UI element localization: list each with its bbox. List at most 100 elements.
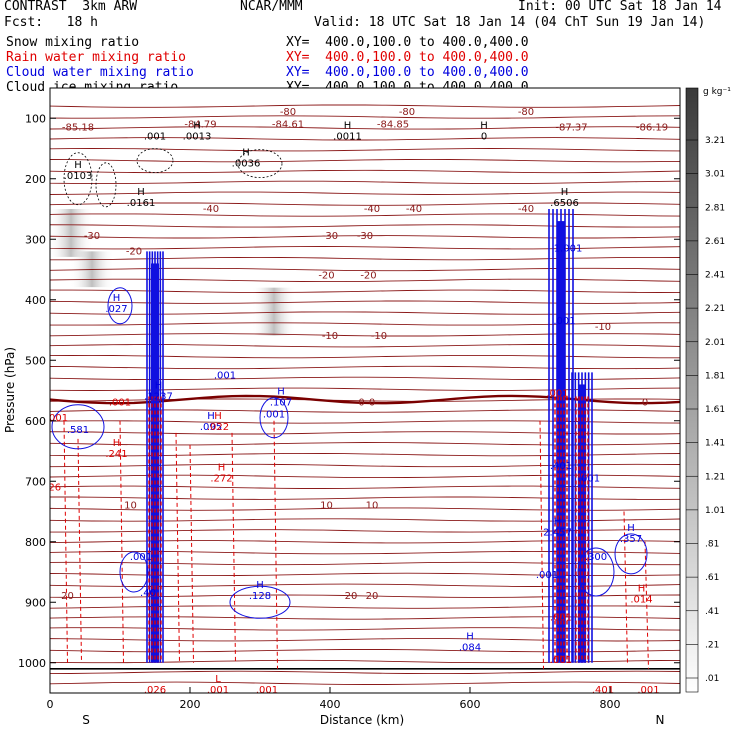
colorbar (685, 87, 699, 693)
cloud-water-extremum-marker: H (554, 517, 562, 528)
temperature-label: 20 (345, 591, 358, 602)
snow-value-label: .0036 (232, 159, 261, 170)
temperature-contour (50, 256, 680, 261)
rain-value-label: .001 (550, 655, 572, 666)
temperature-label: -86.19 (636, 122, 668, 133)
cloud-water-extremum-marker: H (627, 523, 635, 534)
temperature-label: -20 (126, 246, 142, 257)
colorbar-tick-label: 1.81 (705, 371, 725, 381)
cloud-water-value-label: .300 (585, 552, 607, 563)
cloud-water-value-label: .027 (105, 304, 127, 315)
cloud-water-value-label: .001 (553, 316, 575, 327)
temperature-label: -40 (518, 204, 534, 215)
x-tick-label: 200 (180, 698, 201, 711)
temperature-label: -87.37 (555, 122, 587, 133)
colorbar-tick-label: 1.01 (705, 506, 725, 516)
right-endpoint-label: N (656, 713, 665, 727)
cloud-water-value-label: .095 (200, 422, 222, 433)
colorbar-tick-label: 1.21 (705, 472, 725, 482)
cloud-water-contour (229, 585, 291, 619)
temperature-contour (50, 311, 680, 315)
temperature-contour (50, 289, 680, 293)
y-tick-label: 600 (25, 415, 46, 428)
colorbar-tick-label: 1.41 (705, 439, 725, 449)
colorbar-tick-label: .41 (705, 607, 719, 617)
temperature-label: -30 (322, 231, 338, 242)
temperature-contour (50, 148, 680, 152)
colorbar-tick-label: 3.21 (705, 136, 725, 146)
temperature-label: -84.85 (377, 119, 409, 130)
forecast-hour: Fcst: 18 h (4, 15, 98, 30)
y-tick-label: 700 (25, 475, 46, 488)
cloud-water-value-label: .084 (459, 643, 481, 654)
rain-value-label: .241 (105, 449, 127, 460)
cloud-water-value-label: .357 (620, 534, 642, 545)
rain-value-label: .026 (144, 685, 166, 696)
rain-value-label: .001 (46, 413, 68, 424)
temperature-label: -20 (318, 271, 334, 282)
temperature-contour (50, 191, 680, 195)
rain-extremum-marker: H (113, 438, 121, 449)
rain-shaft-contour (623, 511, 628, 663)
snow-extremum-marker: H (74, 160, 82, 171)
rain-shaft-contour (273, 420, 278, 669)
rain-extremum-marker: H (638, 583, 646, 594)
temperature-label: 10 (366, 500, 379, 511)
cloud-water-extremum-marker: H (207, 411, 215, 422)
temperature-label: 0 (358, 398, 364, 409)
temperature-contour (50, 235, 680, 239)
rain-value-label: .001 (637, 685, 659, 696)
rain-shaft-contour (77, 438, 82, 663)
left-endpoint-label: S (82, 713, 90, 727)
y-tick-label: 400 (25, 294, 46, 307)
temperature-contour (50, 681, 680, 685)
cloud-water-value-label: .401 (550, 461, 572, 472)
rain-extremum-marker: H (218, 462, 226, 473)
cloud-water-contour (51, 404, 105, 450)
cloud-water-extremum-marker: H (277, 387, 285, 398)
rain-value-label: .272 (210, 473, 232, 484)
temperature-contour (50, 322, 680, 326)
rain-value-label: .401 (592, 685, 614, 696)
temperature-label: -20 (360, 271, 376, 282)
field-xy-cloud-water: XY= 400.0,100.0 to 400.0,400.0 (286, 65, 529, 80)
temperature-contour (50, 224, 680, 228)
temperature-contour (50, 213, 680, 217)
cloud-water-extremum-marker: H (256, 580, 264, 591)
colorbar-unit-label: g kg⁻¹ (703, 87, 731, 97)
cloud-water-contour (259, 397, 289, 439)
temperature-contour (50, 333, 680, 337)
snow-value-label: .001 (144, 131, 166, 142)
colorbar-tick-label: 2.61 (705, 237, 725, 247)
valid-time: Valid: 18 UTC Sat 18 Jan 14 (04 ChT Sun … (314, 15, 706, 30)
snow-value-label: .0161 (127, 198, 156, 209)
cloud-water-value-label: .001 (263, 410, 285, 421)
colorbar-tick-label: .21 (705, 640, 719, 650)
temperature-contour (50, 115, 680, 119)
y-tick-label: 900 (25, 596, 46, 609)
temperature-contour (50, 365, 680, 370)
colorbar-tick-label: 1.61 (705, 405, 725, 415)
temperature-label: -30 (84, 231, 100, 242)
model-name: CONTRAST 3km ARW (4, 0, 138, 14)
cloud-water-value-label: .1237 (144, 392, 173, 403)
snow-contour (237, 149, 283, 179)
snow-extremum-marker: H (480, 120, 488, 131)
temperature-contour (50, 267, 680, 272)
rain-shaft-contour (175, 432, 180, 663)
snow-extremum-marker: H (561, 187, 569, 198)
x-tick-label: 800 (600, 698, 621, 711)
temperature-label: -10 (322, 331, 338, 342)
field-xy-snow: XY= 400.0,100.0 to 400.0,400.0 (286, 35, 529, 50)
cloud-water-extremum-marker: H (466, 632, 474, 643)
temperature-label: 20 (366, 591, 379, 602)
y-tick-label: 800 (25, 536, 46, 549)
snow-contour (95, 162, 117, 208)
temperature-label: 20 (61, 591, 74, 602)
org-name: NCAR/MMM (240, 0, 303, 14)
x-tick-label: 400 (320, 698, 341, 711)
shaded-plume (252, 287, 296, 336)
rain-value-label: .022 (207, 422, 229, 433)
plot-frame (49, 87, 681, 694)
